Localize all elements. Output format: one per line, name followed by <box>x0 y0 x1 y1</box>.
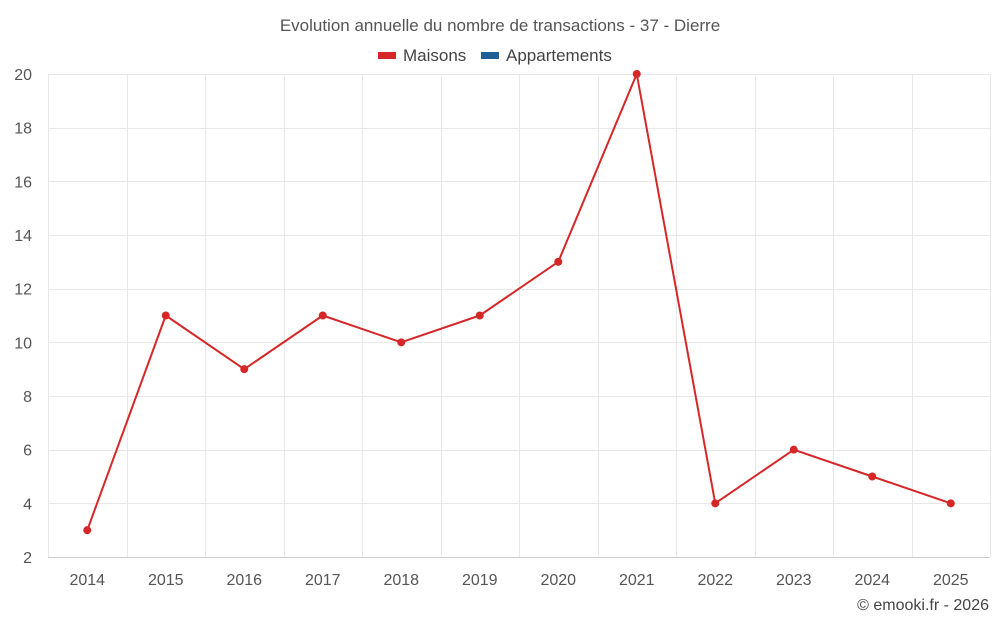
y-tick-label: 10 <box>14 335 32 352</box>
data-point-maisons-2019[interactable] <box>475 311 484 320</box>
y-tick-label: 6 <box>23 443 32 460</box>
x-tick-label: 2024 <box>854 572 890 589</box>
data-point-maisons-2015[interactable] <box>161 311 170 320</box>
legend-swatch-appartements <box>481 52 499 59</box>
data-point-maisons-2018[interactable] <box>397 338 406 347</box>
legend-label-appartements[interactable]: Appartements <box>506 46 612 65</box>
y-tick-label: 8 <box>23 389 32 406</box>
x-tick-label: 2020 <box>540 572 576 589</box>
data-point-maisons-2016[interactable] <box>240 365 249 374</box>
x-tick-label: 2022 <box>697 572 733 589</box>
chart-title: Evolution annuelle du nombre de transact… <box>280 16 720 35</box>
legend-label-maisons[interactable]: Maisons <box>403 46 466 65</box>
data-point-maisons-2025[interactable] <box>946 499 955 508</box>
y-tick-label: 2 <box>23 550 32 567</box>
x-tick-label: 2018 <box>383 572 419 589</box>
y-tick-label: 14 <box>14 228 32 245</box>
y-tick-label: 16 <box>14 174 32 191</box>
x-gridlines <box>48 74 991 557</box>
x-tick-label: 2015 <box>148 572 184 589</box>
x-tick-label: 2016 <box>226 572 262 589</box>
y-tick-label: 12 <box>14 282 32 299</box>
y-tick-label: 20 <box>14 67 32 84</box>
y-axis-ticks: 2 4 6 8 10 12 14 16 18 20 <box>14 67 32 567</box>
y-tick-label: 4 <box>23 496 32 513</box>
x-tick-label: 2019 <box>462 572 498 589</box>
legend-swatch-maisons <box>378 52 396 59</box>
data-point-maisons-2021[interactable] <box>632 70 641 78</box>
legend: Maisons Appartements <box>378 46 612 65</box>
data-point-maisons-2020[interactable] <box>554 257 563 266</box>
x-tick-label: 2023 <box>776 572 812 589</box>
data-point-maisons-2023[interactable] <box>789 445 798 454</box>
data-point-maisons-2022[interactable] <box>711 499 720 508</box>
data-point-maisons-2014[interactable] <box>83 526 92 535</box>
data-point-maisons-2017[interactable] <box>318 311 327 320</box>
series-layer <box>83 70 955 535</box>
y-tick-label: 18 <box>14 121 32 138</box>
x-tick-label: 2021 <box>619 572 655 589</box>
series-line-maisons <box>86 73 952 531</box>
x-tick-label: 2014 <box>69 572 105 589</box>
data-point-maisons-2024[interactable] <box>868 472 877 481</box>
x-axis-ticks: 2014 2015 2016 2017 2018 2019 2020 2021 2022 2023… <box>69 572 968 589</box>
x-tick-label: 2017 <box>305 572 341 589</box>
x-tick-label: 2025 <box>933 572 969 589</box>
credit-text: © emooki.fr - 2026 <box>857 597 989 614</box>
